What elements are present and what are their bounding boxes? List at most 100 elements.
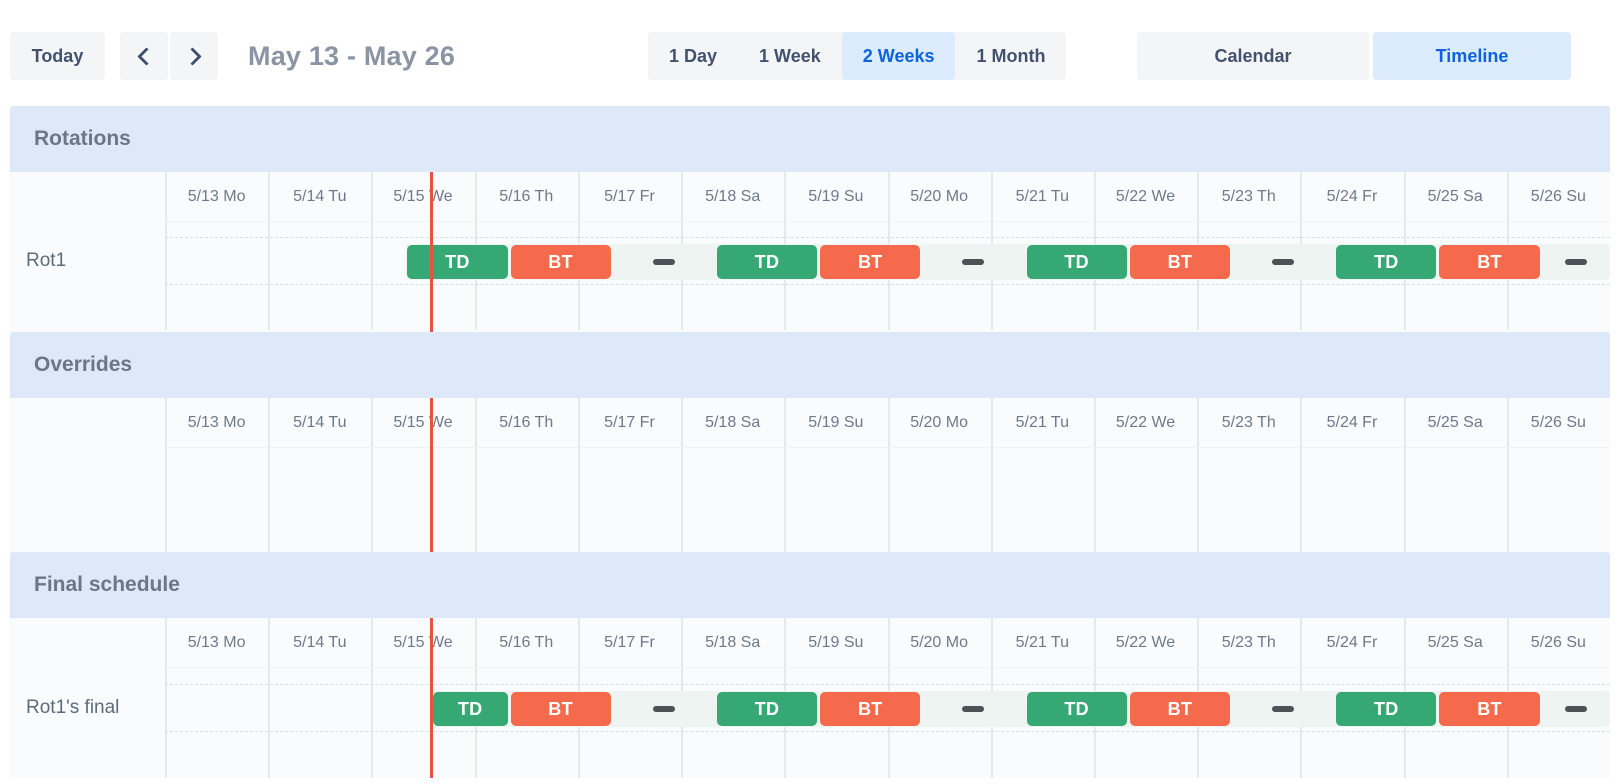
shift-badge-td[interactable]: TD [1336,245,1437,279]
grid-line [681,398,684,447]
shift-badge-td[interactable]: TD [1026,692,1127,726]
shift-badge-bt[interactable]: BT [1439,245,1540,279]
date-cell: 5/14 Tu [293,187,347,205]
shift-badge-td[interactable]: TD [716,692,818,726]
date-cell: 5/16 Th [499,187,554,205]
date-cell: 5/23 Th [1221,413,1276,431]
shift-badge-bt[interactable]: BT [1439,692,1540,726]
date-cell: 5/26 Su [1530,633,1586,651]
grid-line [1506,448,1509,552]
date-cell: 5/19 Su [808,187,864,205]
date-cell: 5/13 Mo [187,187,246,205]
date-cell: 5/22 We [1115,413,1176,431]
grid-line [165,668,167,778]
grid-line [1403,448,1406,552]
shift-badge-td[interactable]: TD [1026,245,1127,279]
now-line [430,172,434,778]
grid-line [1197,172,1200,221]
grid-line [268,668,271,778]
grid-line [990,618,993,667]
grid-line [681,448,684,552]
date-cell: 5/22 We [1115,633,1176,651]
grid-line [990,448,993,552]
date-cell: 5/13 Mo [187,413,246,431]
date-header-row: 5/13 Mo 5/14 Tu 5/15 We 5/16 Th 5/17 Fr 5/18 … [165,618,1610,668]
mode-calendar[interactable]: Calendar [1137,32,1369,80]
section-rows-rotations: TD BT TD BT TD BT TD BT [165,222,1610,330]
grid-line [1197,618,1200,667]
grid-line [1403,398,1406,447]
view-1-day[interactable]: 1 Day [648,32,738,80]
view-2-weeks[interactable]: 2 Weeks [841,32,956,80]
date-cell: 5/26 Su [1530,187,1586,205]
date-cell: 5/20 Mo [910,633,968,651]
view-1-month[interactable]: 1 Month [955,32,1066,80]
grid-line [887,448,890,552]
view-1-week[interactable]: 1 Week [738,32,842,80]
grid-line [371,172,374,221]
gap-dash [1564,259,1587,265]
grid-line [165,222,167,330]
shift-badge-td[interactable]: TD [716,245,818,279]
date-cell: 5/16 Th [499,633,554,651]
date-nav [120,32,218,80]
date-cell: 5/17 Fr [604,413,655,431]
toolbar: Today May 13 - May 26 1 Day 1 Week 2 Wee… [0,0,1616,103]
mode-switcher: Calendar Timeline [1137,32,1571,80]
shift-badge-bt[interactable]: BT [1129,692,1230,726]
schedule-row: TD BT TD BT TD BT TD BT [165,684,1610,732]
shift-badge-td[interactable]: TD [432,692,508,726]
grid-line [165,398,167,447]
grid-line [784,448,787,552]
grid-line [1093,618,1096,667]
gap-dash [1272,706,1295,712]
date-cell: 5/14 Tu [293,633,347,651]
shift-badge-td[interactable]: TD [407,245,508,279]
date-cell: 5/13 Mo [187,633,246,651]
grid-line [1506,618,1509,667]
grid-line [577,398,580,447]
grid-line [990,398,993,447]
gap-dash [1272,259,1295,265]
section-band-overrides: Overrides [10,332,1610,398]
shift-badge-bt[interactable]: BT [820,245,921,279]
grid-line [1403,172,1406,221]
chevron-left-icon [136,46,156,66]
date-cell: 5/20 Mo [910,413,968,431]
section-band-final-schedule: Final schedule [10,552,1610,618]
grid-line [577,172,580,221]
date-cell: 5/25 Sa [1427,633,1483,651]
grid-line [1300,398,1303,447]
date-cell: 5/21 Tu [1015,413,1069,431]
grid-line [268,222,271,330]
grid-line [1506,398,1509,447]
schedule-panel: Rotations 5/13 Mo 5/14 Tu 5/15 We 5/16 Th 5/1… [10,106,1610,778]
row-label: Rot1 [26,250,67,271]
grid-line [1506,172,1509,221]
date-cell: 5/16 Th [499,413,554,431]
shift-badge-td[interactable]: TD [1336,692,1437,726]
grid-line [784,172,787,221]
grid-line [784,618,787,667]
grid-line [681,172,684,221]
next-button[interactable] [170,32,218,80]
date-cell: 5/20 Mo [910,187,968,205]
grid-line [577,448,580,552]
date-cell: 5/17 Fr [604,187,655,205]
shift-badge-bt[interactable]: BT [510,692,611,726]
gap-dash [962,259,985,265]
today-button[interactable]: Today [10,32,105,80]
shift-badge-bt[interactable]: BT [510,245,611,279]
shift-badge-bt[interactable]: BT [1129,245,1230,279]
prev-button[interactable] [120,32,168,80]
grid-line [474,448,477,552]
mode-timeline[interactable]: Timeline [1373,32,1571,80]
row-label: Rot1's final [26,697,120,718]
date-cell: 5/18 Sa [705,633,761,651]
section-rows-overrides [165,448,1610,552]
date-cell: 5/15 We [393,413,453,431]
date-cell: 5/19 Su [808,633,864,651]
grid-line [268,618,271,667]
shift-badge-bt[interactable]: BT [820,692,921,726]
date-range-title: May 13 - May 26 [248,40,456,71]
